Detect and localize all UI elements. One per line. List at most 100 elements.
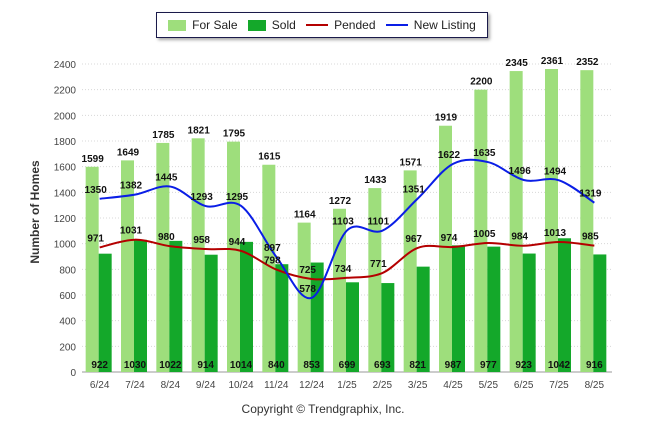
legend-swatch-for-sale <box>168 19 187 31</box>
data-label-sold: 853 <box>303 360 320 371</box>
legend-swatch-new-listing <box>385 24 408 26</box>
legend-item-new-listing[interactable]: New Listing <box>385 18 476 32</box>
x-tick-label: 11/24 <box>264 380 289 391</box>
x-tick-label: 2/25 <box>373 380 393 391</box>
data-label-for-sale: 1433 <box>364 175 387 186</box>
data-label-pended: 725 <box>299 265 316 276</box>
y-tick-label: 400 <box>59 317 76 328</box>
x-tick-label: 3/25 <box>408 380 428 391</box>
bar-sold <box>204 254 218 372</box>
x-tick-label: 1/25 <box>337 380 357 391</box>
x-tick-label: 6/24 <box>90 380 110 391</box>
data-label-for-sale: 2200 <box>470 77 493 88</box>
x-tick-label: 7/25 <box>549 380 569 391</box>
y-tick-label: 1400 <box>54 188 77 199</box>
bar-for-sale <box>121 160 134 372</box>
data-label-sold: 821 <box>409 360 426 371</box>
data-label-sold: 1022 <box>159 360 182 371</box>
data-label-new-listing: 578 <box>299 284 316 295</box>
y-tick-label: 600 <box>59 291 76 302</box>
y-tick-label: 1600 <box>54 163 77 174</box>
data-label-for-sale: 2345 <box>506 58 529 69</box>
x-tick-label: 7/24 <box>125 380 145 391</box>
bar-for-sale <box>262 164 276 372</box>
x-tick-label: 8/25 <box>585 380 605 391</box>
data-label-sold: 840 <box>268 360 285 371</box>
x-tick-label: 10/24 <box>228 380 253 391</box>
y-tick-label: 2200 <box>54 86 77 97</box>
copyright-text: Copyright © Trendgraphix, Inc. <box>241 402 405 416</box>
data-label-pended: 734 <box>335 264 352 275</box>
legend-item-pended[interactable]: Pended <box>306 18 376 32</box>
data-label-new-listing: 1382 <box>120 181 143 192</box>
data-label-new-listing: 1496 <box>509 166 532 177</box>
data-label-new-listing: 897 <box>264 243 281 254</box>
bar-for-sale <box>156 142 170 372</box>
bar-sold <box>310 262 324 372</box>
data-label-for-sale: 1919 <box>435 113 458 124</box>
bar-sold <box>416 266 430 372</box>
data-label-new-listing: 1635 <box>473 148 496 159</box>
data-label-new-listing: 1350 <box>85 185 108 196</box>
bar-sold <box>98 253 112 372</box>
data-label-for-sale: 2352 <box>576 57 599 68</box>
data-label-sold: 916 <box>586 360 603 371</box>
bar-for-sale <box>227 141 240 372</box>
data-label-new-listing: 1293 <box>191 192 214 203</box>
bar-sold <box>134 239 147 372</box>
bar-for-sale <box>368 188 382 372</box>
data-label-pended: 980 <box>158 232 175 243</box>
data-label-pended: 1005 <box>473 229 496 240</box>
bar-sold <box>558 238 571 372</box>
data-label-sold: 1014 <box>230 360 253 371</box>
bar-for-sale <box>580 70 594 372</box>
data-label-sold: 693 <box>374 360 391 371</box>
legend-item-sold[interactable]: Sold <box>247 18 296 32</box>
y-tick-label: 0 <box>70 368 76 379</box>
data-label-for-sale: 1795 <box>223 129 246 140</box>
y-tick-label: 2000 <box>54 111 77 122</box>
y-tick-label: 800 <box>59 265 76 276</box>
bar-sold <box>487 246 501 372</box>
legend-label-sold: Sold <box>271 18 296 32</box>
x-tick-label: 9/24 <box>196 380 216 391</box>
legend-item-for-sale[interactable]: For Sale <box>168 18 238 32</box>
data-label-new-listing: 1319 <box>579 189 602 200</box>
data-label-sold: 987 <box>445 360 462 371</box>
bar-sold <box>522 253 536 372</box>
data-label-sold: 699 <box>339 360 356 371</box>
data-label-sold: 914 <box>197 360 214 371</box>
data-label-for-sale: 1615 <box>258 152 281 163</box>
data-label-sold: 1030 <box>124 360 147 371</box>
data-label-for-sale: 1785 <box>152 130 175 141</box>
legend-label-new-listing: New Listing <box>413 18 476 32</box>
bar-sold <box>275 264 289 372</box>
bar-for-sale <box>85 166 99 372</box>
data-label-pended: 771 <box>370 259 387 270</box>
data-label-pended: 798 <box>264 256 281 267</box>
data-label-pended: 1013 <box>544 228 567 239</box>
bar-sold <box>240 241 253 372</box>
bar-sold <box>169 240 183 372</box>
data-label-sold: 923 <box>515 360 532 371</box>
data-label-for-sale: 1599 <box>82 154 105 165</box>
x-tick-label: 8/24 <box>161 380 181 391</box>
data-label-new-listing: 1351 <box>403 185 426 196</box>
data-label-new-listing: 1295 <box>226 192 249 203</box>
series-line-new-listing <box>99 158 595 300</box>
data-label-pended: 1031 <box>120 226 143 237</box>
data-label-new-listing: 1622 <box>438 150 461 161</box>
data-label-pended: 944 <box>229 237 246 248</box>
data-label-new-listing: 1494 <box>544 166 567 177</box>
bar-sold <box>346 282 359 372</box>
bar-for-sale <box>439 125 452 372</box>
legend-label-for-sale: For Sale <box>192 18 238 32</box>
data-label-pended: 971 <box>87 233 104 244</box>
data-label-sold: 922 <box>91 360 108 371</box>
legend-label-pended: Pended <box>334 18 376 32</box>
bar-sold <box>452 245 465 372</box>
y-axis-title: Number of Homes <box>28 160 42 264</box>
y-tick-label: 1800 <box>54 137 77 148</box>
y-tick-label: 1200 <box>54 214 77 225</box>
